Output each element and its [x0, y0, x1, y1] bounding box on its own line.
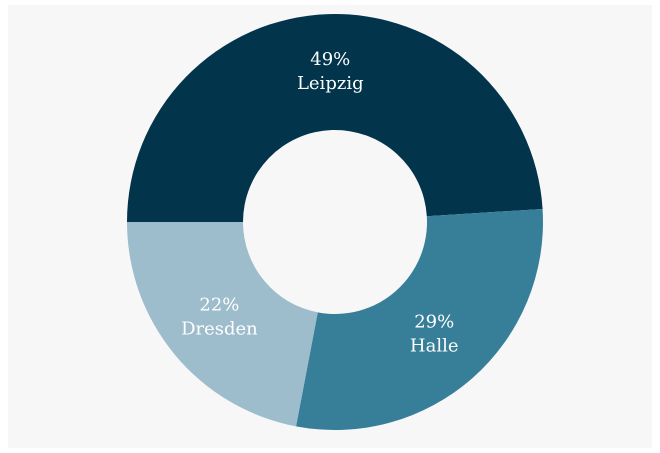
slice-category-label: Halle [410, 336, 459, 357]
slice-value-label: 49% [310, 49, 350, 70]
slice [127, 13, 543, 223]
slices [126, 13, 543, 430]
slice-value-label: 22% [199, 295, 239, 316]
slice-value-label: 29% [414, 312, 454, 333]
slice-category-label: Leipzig [297, 73, 364, 94]
slice-category-label: Dresden [181, 319, 258, 340]
slice [126, 222, 318, 427]
slice [296, 208, 543, 430]
labels: 49% Leipzig 29% Halle 22% Dresden [181, 49, 458, 356]
